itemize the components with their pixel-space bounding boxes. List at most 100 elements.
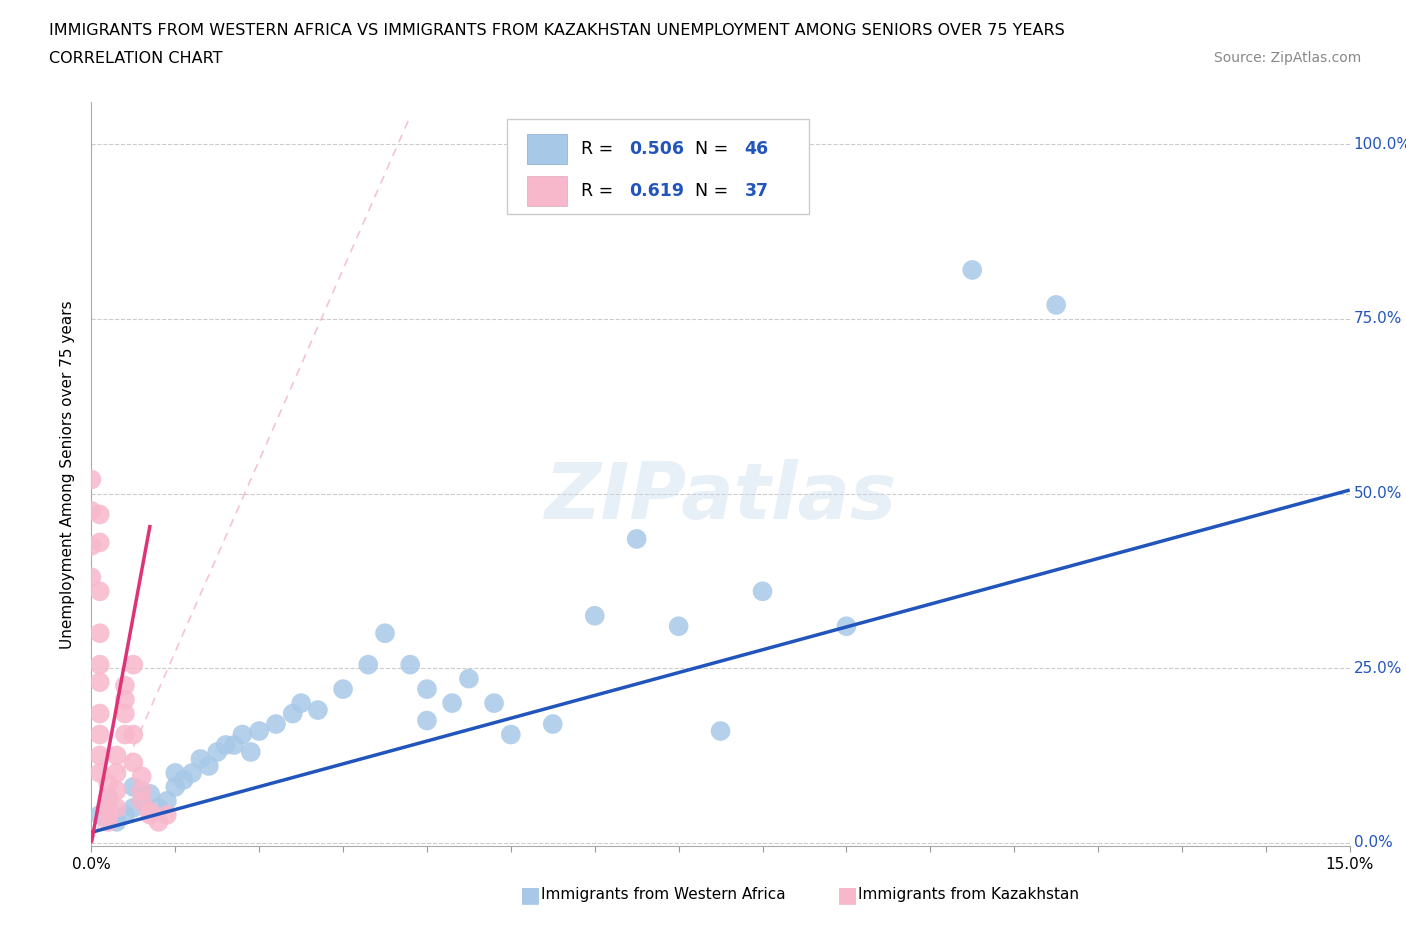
Text: Source: ZipAtlas.com: Source: ZipAtlas.com xyxy=(1213,51,1361,65)
Point xyxy=(105,783,128,798)
Point xyxy=(114,678,136,693)
Point xyxy=(148,801,170,816)
Point xyxy=(105,801,128,816)
Point xyxy=(122,779,145,794)
Point xyxy=(307,703,329,718)
Point xyxy=(105,765,128,780)
Point xyxy=(122,755,145,770)
Point xyxy=(89,765,111,780)
Point xyxy=(97,801,120,816)
Text: 46: 46 xyxy=(745,140,769,158)
Point xyxy=(541,717,564,732)
Point xyxy=(198,759,221,774)
Point xyxy=(139,787,162,802)
Point xyxy=(374,626,396,641)
Point xyxy=(173,773,195,788)
Text: 100.0%: 100.0% xyxy=(1354,137,1406,152)
Point xyxy=(89,658,111,672)
Point xyxy=(239,745,262,760)
Point xyxy=(97,790,120,804)
Point xyxy=(89,748,111,763)
Point xyxy=(482,696,505,711)
Point xyxy=(416,682,439,697)
Point xyxy=(499,727,522,742)
Text: 0.0%: 0.0% xyxy=(1354,835,1392,850)
Point xyxy=(668,618,690,633)
Point xyxy=(89,507,111,522)
Point xyxy=(97,807,120,822)
Text: N =: N = xyxy=(685,140,734,158)
Point xyxy=(264,717,287,732)
Point xyxy=(114,807,136,822)
Point xyxy=(751,584,773,599)
Text: N =: N = xyxy=(685,182,734,200)
Point xyxy=(156,793,179,808)
Point xyxy=(165,765,187,780)
Text: 37: 37 xyxy=(745,182,769,200)
Point xyxy=(122,801,145,816)
Y-axis label: Unemployment Among Seniors over 75 years: Unemployment Among Seniors over 75 years xyxy=(60,300,76,648)
Point xyxy=(583,608,606,623)
Text: IMMIGRANTS FROM WESTERN AFRICA VS IMMIGRANTS FROM KAZAKHSTAN UNEMPLOYMENT AMONG : IMMIGRANTS FROM WESTERN AFRICA VS IMMIGR… xyxy=(49,23,1064,38)
Text: 75.0%: 75.0% xyxy=(1354,312,1402,326)
Point xyxy=(416,713,439,728)
Point xyxy=(165,779,187,794)
Text: R =: R = xyxy=(581,140,619,158)
FancyBboxPatch shape xyxy=(506,119,808,214)
Point xyxy=(281,706,304,721)
Point xyxy=(131,793,153,808)
Point xyxy=(231,727,253,742)
Point xyxy=(105,815,128,830)
Point xyxy=(148,815,170,830)
Text: 0.619: 0.619 xyxy=(628,182,683,200)
Point xyxy=(89,727,111,742)
Point xyxy=(1045,298,1067,312)
Point xyxy=(89,535,111,550)
Point xyxy=(122,658,145,672)
Point xyxy=(190,751,212,766)
Point xyxy=(97,815,120,830)
Point xyxy=(97,811,120,826)
Text: ■: ■ xyxy=(520,884,541,905)
Text: 50.0%: 50.0% xyxy=(1354,486,1402,501)
FancyBboxPatch shape xyxy=(527,134,567,164)
Point xyxy=(139,807,162,822)
Text: CORRELATION CHART: CORRELATION CHART xyxy=(49,51,222,66)
Point xyxy=(80,538,103,553)
Point xyxy=(80,570,103,585)
Text: 0.506: 0.506 xyxy=(628,140,683,158)
Point xyxy=(89,584,111,599)
Text: 25.0%: 25.0% xyxy=(1354,660,1402,676)
Point xyxy=(626,531,648,546)
Point xyxy=(89,807,111,822)
Text: R =: R = xyxy=(581,182,619,200)
Point xyxy=(205,745,228,760)
Point xyxy=(89,706,111,721)
Text: Immigrants from Kazakhstan: Immigrants from Kazakhstan xyxy=(858,887,1078,902)
Point xyxy=(222,737,245,752)
Point xyxy=(247,724,270,738)
Point xyxy=(290,696,312,711)
Point xyxy=(181,765,204,780)
Point xyxy=(122,727,145,742)
Point xyxy=(114,727,136,742)
Point xyxy=(131,769,153,784)
Point xyxy=(441,696,464,711)
Point xyxy=(80,472,103,487)
Point xyxy=(835,618,858,633)
Point xyxy=(97,793,120,808)
Point xyxy=(80,503,103,518)
Point xyxy=(709,724,731,738)
Point xyxy=(357,658,380,672)
Point xyxy=(114,706,136,721)
Point xyxy=(89,674,111,689)
Point xyxy=(214,737,236,752)
Point xyxy=(332,682,354,697)
Point xyxy=(139,804,162,818)
Point xyxy=(89,626,111,641)
Text: ■: ■ xyxy=(837,884,858,905)
Point xyxy=(457,671,479,686)
Point xyxy=(131,783,153,798)
Point xyxy=(97,776,120,790)
FancyBboxPatch shape xyxy=(527,176,567,206)
